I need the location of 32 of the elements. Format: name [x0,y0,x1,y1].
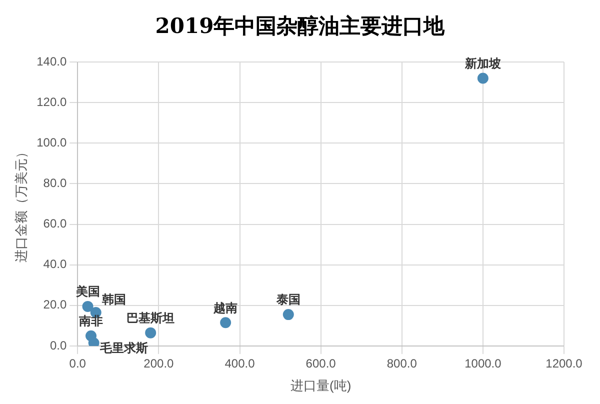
annotation: 越南 [212,300,238,315]
x-tick-label: 0.0 [69,356,86,371]
y-tick-label: 140.0 [36,54,67,68]
y-tick-label: 100.0 [36,135,67,150]
annotation: 巴基斯坦 [126,310,175,325]
x-tick-label: 800.0 [386,356,418,371]
point [88,337,100,346]
y-tick-label: 20.0 [43,298,67,312]
chart-title: 2019年中国杂醇油主要进口地 [154,12,446,40]
y-tick-label: 60.0 [43,216,67,231]
annotation: 美国 [74,284,100,299]
point [282,309,294,320]
annotation: 泰国 [275,292,300,307]
x-tick-label: 400.0 [224,356,256,371]
x-tick-label: 1000.0 [464,356,502,371]
y-tick-label: 80.0 [43,176,67,190]
point [220,317,232,328]
annotation: 毛里求斯 [98,341,148,356]
x-tick-label: 1200.0 [546,356,583,371]
point [477,72,488,84]
y-axis-title: 进口金额（万美元） [13,146,28,262]
annotation: 韩国 [100,292,126,307]
point [145,327,156,338]
x-axis-title: 进口量(吨) [290,378,352,393]
y-tick-label: 0.0 [50,338,67,352]
x-tick-label: 600.0 [306,356,336,371]
x-tick-label: 200.0 [144,356,174,371]
y-tick-label: 40.0 [43,257,67,272]
y-tick-label: 120.0 [36,94,67,109]
annotation: 新加坡 [464,56,502,70]
point [82,300,94,312]
annotation: 南非 [78,314,104,328]
